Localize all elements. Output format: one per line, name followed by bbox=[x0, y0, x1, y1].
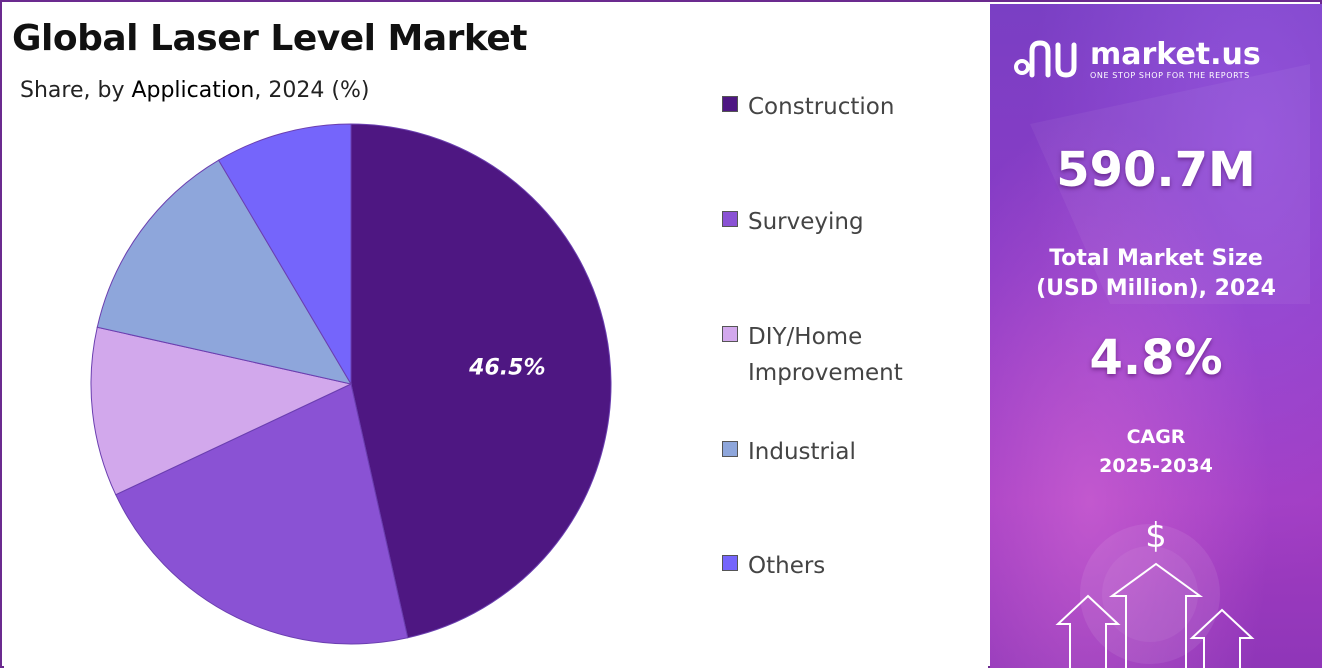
chart-panel: Global Laser Level Market Share, by Appl… bbox=[4, 4, 988, 668]
legend-label: Construction bbox=[748, 94, 895, 120]
growth-arrows-icon bbox=[1055, 562, 1255, 668]
subtitle-dimension: Application bbox=[131, 78, 255, 103]
cagr-period: 2025-2034 bbox=[1099, 455, 1213, 477]
pie-slice-construction bbox=[350, 123, 612, 639]
subtitle-prefix: Share, by bbox=[20, 78, 132, 103]
market-us-logo-icon bbox=[1014, 40, 1077, 78]
cagr-label: CAGR bbox=[1126, 426, 1186, 448]
legend-label: Others bbox=[748, 553, 826, 579]
legend-swatch bbox=[722, 326, 738, 342]
pie-slice-others bbox=[217, 123, 352, 386]
legend-swatch bbox=[722, 96, 738, 112]
chart-title: Global Laser Level Market bbox=[12, 18, 528, 59]
cagr-value: 4.8% bbox=[1089, 330, 1223, 386]
pie-slice-industrial bbox=[96, 159, 353, 385]
legend-label: Surveying bbox=[748, 209, 864, 235]
market-size-label-line1: Total Market Size bbox=[1049, 246, 1263, 271]
pie-slice-surveying bbox=[115, 383, 409, 645]
brand-text: market.us ONE STOP SHOP FOR THE REPORTS bbox=[1090, 36, 1261, 80]
market-size-label-line2: (USD Million), 2024 bbox=[1036, 276, 1276, 301]
brand-tagline: ONE STOP SHOP FOR THE REPORTS bbox=[1090, 70, 1250, 80]
summary-panel: market.us ONE STOP SHOP FOR THE REPORTS … bbox=[990, 4, 1322, 668]
legend-item-industrial: Industrial bbox=[722, 434, 948, 470]
legend-label: DIY/Home Improvement bbox=[748, 324, 903, 386]
legend-label: Industrial bbox=[748, 439, 856, 465]
pie-chart: 46.5% bbox=[90, 123, 612, 645]
legend-swatch bbox=[722, 441, 738, 457]
subtitle-suffix: , 2024 (%) bbox=[254, 78, 370, 103]
legend-item-construction: Construction bbox=[722, 89, 948, 125]
dollar-icon: $ bbox=[1145, 516, 1167, 556]
legend-item-surveying: Surveying bbox=[722, 204, 948, 240]
legend-item-diy-home-improvement: DIY/Home Improvement bbox=[722, 319, 948, 391]
legend-item-others: Others bbox=[722, 548, 948, 584]
legend-swatch bbox=[722, 211, 738, 227]
legend-swatch bbox=[722, 555, 738, 571]
brand-name: market.us bbox=[1090, 36, 1261, 72]
brand-logo-block: market.us ONE STOP SHOP FOR THE REPORTS bbox=[1012, 34, 1312, 84]
chart-subtitle: Share, by Application, 2024 (%) bbox=[20, 78, 369, 103]
market-size-value: 590.7M bbox=[1056, 142, 1256, 198]
pie-slice-diy-home-improvement bbox=[90, 326, 353, 496]
pie-data-label: 46.5% bbox=[468, 356, 545, 381]
